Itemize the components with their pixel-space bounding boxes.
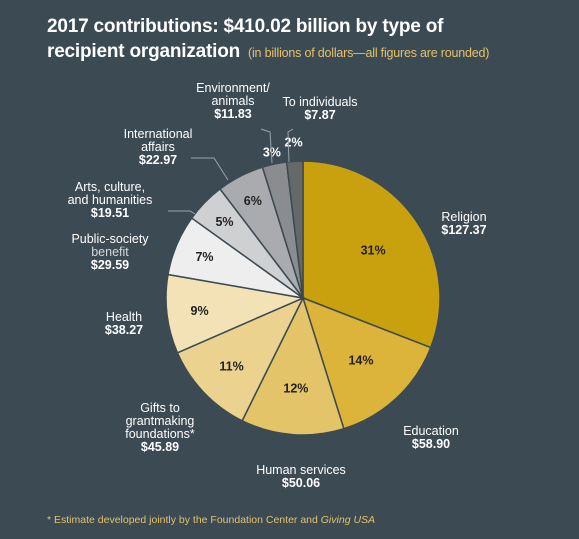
- pie-slice-gifts-to-grantmaking-foundations: [176, 296, 305, 422]
- leader-line-arts-culture-and-humanities: [168, 210, 196, 215]
- value-label-international-affairs: $22.97: [139, 153, 177, 167]
- value-label-arts-culture-and-humanities: $19.51: [91, 206, 129, 220]
- chart-title: 2017 contributions: $410.02 billion by t…: [47, 14, 567, 66]
- leader-line-environment-animals: [260, 128, 273, 164]
- pie-slice-health: [165, 273, 306, 354]
- category-label-environment-animals: Environment/animals: [196, 81, 270, 108]
- percent-labels: 31% 14% 12% 11% 9% 7% 5% 6% 3% 2%: [191, 136, 386, 396]
- percent-label-human-services: 12%: [283, 382, 308, 396]
- title-line-1: 2017 contributions: $410.02 billion by t…: [47, 16, 444, 37]
- percent-label-health: 9%: [191, 304, 209, 318]
- value-label-to-individuals: $7.87: [304, 108, 335, 122]
- category-label-education: Education: [403, 424, 459, 438]
- category-label-health: Health: [106, 310, 142, 324]
- category-labels: Religion$127.37 Education$58.90 Human serv…: [68, 81, 487, 490]
- percent-label-gifts-to-grantmaking-foundations: 11%: [219, 360, 243, 374]
- value-label-health: $38.27: [105, 323, 143, 337]
- title-line-2: recipient organization (in billions of do…: [47, 39, 567, 66]
- value-label-religion: $127.37: [441, 223, 486, 237]
- chart-subtitle: (in billions of dollars—all figures are …: [248, 46, 490, 60]
- category-label-religion: Religion: [441, 210, 486, 224]
- value-label-gifts-to-grantmaking-foundations: $45.89: [141, 440, 179, 454]
- category-label-public-society-benefit: Public-society benefit: [71, 232, 149, 259]
- value-label-public-society-benefit: $29.59: [91, 258, 129, 272]
- footnote: * Estimate developed jointly by the Foun…: [47, 514, 375, 526]
- category-label-human-services: Human services: [256, 463, 346, 477]
- footnote-text: * Estimate developed jointly by the Foun…: [47, 514, 318, 526]
- percent-label-international-affairs: 6%: [244, 194, 262, 208]
- value-label-environment-animals: $11.83: [214, 107, 252, 121]
- value-label-education: $58.90: [412, 437, 450, 451]
- category-label-gifts-to-grantmaking-foundations: Gifts to grantmaking foundations*: [125, 401, 195, 441]
- category-label-international-affairs: International affairs: [124, 127, 193, 154]
- percent-label-religion: 31%: [361, 244, 386, 258]
- pie-slice-religion: [302, 160, 441, 349]
- pie-slice-education: [301, 296, 432, 430]
- pie-slice-human-services: [241, 295, 345, 436]
- category-label-arts-culture-and-humanities: Arts, culture, and humanities: [68, 180, 153, 207]
- leader-line-international-affairs: [191, 157, 229, 181]
- footnote-source: Giving USA: [320, 514, 376, 526]
- leader-line-to-individuals: [287, 128, 294, 163]
- percent-label-education: 14%: [348, 354, 373, 368]
- percent-label-public-society-benefit: 7%: [195, 250, 213, 264]
- percent-label-arts-culture-and-humanities: 5%: [215, 215, 233, 229]
- value-label-human-services: $50.06: [282, 476, 320, 490]
- pie-slice-to-individuals: [285, 160, 304, 299]
- category-label-to-individuals: To individuals: [282, 95, 357, 109]
- pie-slices: [165, 160, 441, 436]
- leader-lines: [168, 128, 294, 215]
- percent-label-environment-animals: 3%: [263, 146, 281, 160]
- percent-label-to-individuals: 2%: [285, 136, 303, 150]
- title-line-2-text: recipient organization: [47, 41, 241, 62]
